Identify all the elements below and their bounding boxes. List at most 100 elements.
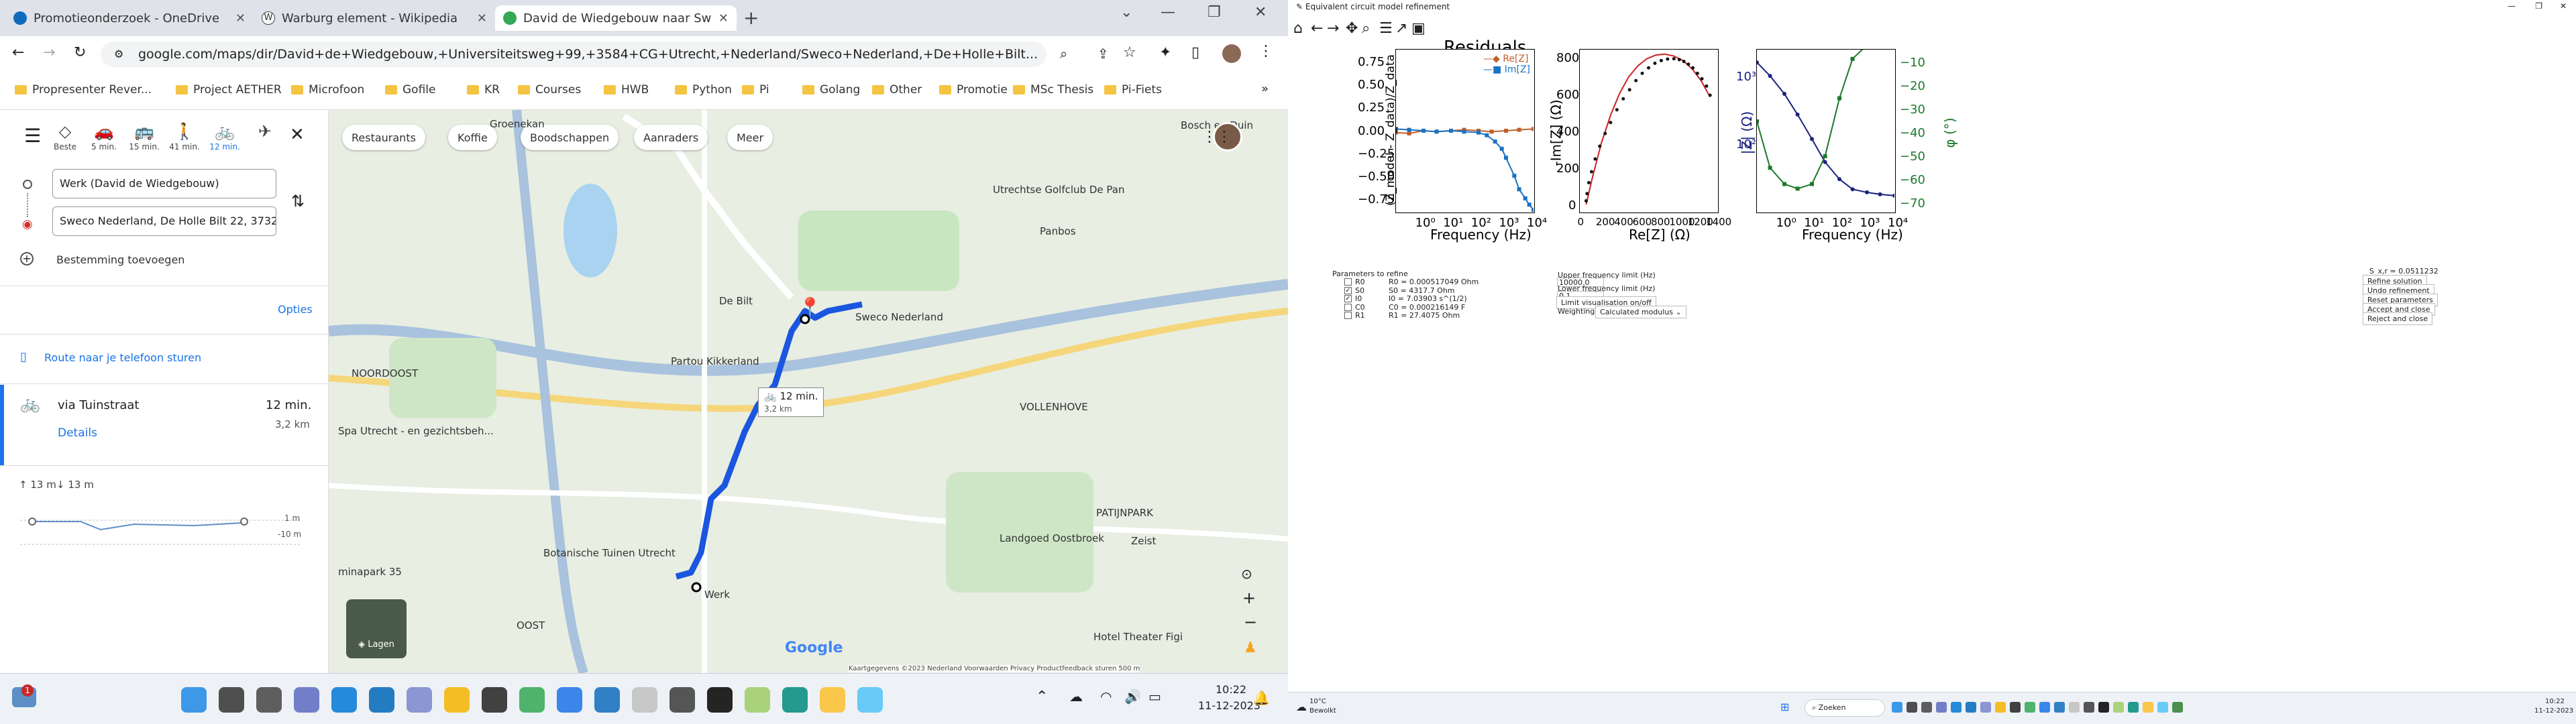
taskbar-app-icon[interactable] (632, 687, 657, 713)
taskbar-app-icon[interactable] (482, 687, 507, 713)
taskbar-app-icon[interactable] (820, 687, 845, 713)
menu-kebab-icon[interactable]: ⋮ (1258, 43, 1273, 60)
bookmark-item[interactable]: Gofile (385, 83, 435, 97)
taskbar-app-icon[interactable] (519, 687, 545, 713)
taskbar-app-icon[interactable] (1966, 702, 1976, 713)
account-avatar[interactable] (1213, 122, 1242, 152)
bookmark-item[interactable]: Pi-Fiets (1104, 83, 1162, 97)
zoom-icon[interactable]: ⌕ (1362, 20, 1371, 37)
url-input[interactable]: ⚙ google.com/maps/dir/David+de+Wiedgebou… (101, 42, 1046, 67)
taskbar-app-icon[interactable] (2128, 702, 2139, 713)
taskbar-app-icon[interactable] (407, 687, 432, 713)
bookmark-item[interactable]: HWB (604, 83, 649, 97)
bookmark-item[interactable]: Promotie (939, 83, 1008, 97)
taskbar-app-icon[interactable] (857, 687, 883, 713)
taskbar-app-icon[interactable] (707, 687, 733, 713)
taskbar-app-icon[interactable] (1995, 702, 2006, 713)
taskbar-app-icon[interactable] (2010, 702, 2021, 713)
tab-google-maps[interactable]: David de Wiedgebouw naar Swe ✕ (495, 5, 737, 31)
taskbar-app-icon[interactable] (2054, 702, 2065, 713)
back-icon[interactable]: ← (12, 44, 25, 61)
forward-arrow-icon[interactable]: → (1327, 20, 1340, 37)
weighting-select[interactable]: Calculated modulus ⌄ (1595, 306, 1686, 318)
taskbar-app-icon[interactable] (444, 687, 470, 713)
transport-mode-0[interactable]: ◇ Beste (42, 122, 89, 152)
options-link[interactable]: Opties (278, 303, 313, 316)
bookmark-star-icon[interactable]: ☆ (1123, 44, 1136, 61)
close-button[interactable]: ✕ (2559, 1, 2567, 11)
route-option-card[interactable]: 🚲 via Tuinstraat 12 min. 3,2 km Details (0, 385, 329, 465)
battery-icon[interactable]: ▭ (1148, 688, 1161, 705)
minimize-button[interactable]: — (2508, 1, 2516, 11)
back-arrow-icon[interactable]: ← (1311, 20, 1324, 37)
site-info-icon[interactable]: ⚙ (114, 48, 124, 60)
bookmark-item[interactable]: Project AETHER (176, 83, 282, 97)
hamburger-menu-icon[interactable]: ☰ (24, 125, 42, 147)
taskbar-app-icon[interactable] (2157, 702, 2168, 713)
maximize-button[interactable]: ❐ (2535, 1, 2542, 11)
transport-mode-5[interactable]: ✈ (241, 122, 288, 142)
route-time-badge[interactable]: 🚲 12 min. 3,2 km (758, 387, 824, 417)
bookmark-item[interactable]: Pi (742, 83, 769, 97)
map-filter-chip[interactable]: Koffie (448, 125, 497, 150)
taskbar-app-icon[interactable] (2084, 702, 2094, 713)
taskbar-app-icon[interactable] (331, 687, 357, 713)
apps-grid-icon[interactable]: ⋮⋮ (1202, 129, 1232, 145)
taskbar-app-icon[interactable] (2069, 702, 2080, 713)
notification-bell-icon[interactable]: 🔔 (1253, 690, 1270, 706)
taskbar-app-icon[interactable] (2143, 702, 2153, 713)
residuals-axes[interactable]: —◆ Re[Z] —■ Im[Z] (1394, 49, 1536, 213)
transport-mode-3[interactable]: 🚶 41 min. (161, 122, 208, 152)
close-icon[interactable]: ✕ (718, 11, 729, 25)
action-button-4[interactable]: Reject and close (2363, 312, 2433, 325)
taskbar-app-icon[interactable] (1936, 702, 1947, 713)
nyquist-axes[interactable] (1579, 49, 1719, 213)
bookmark-item[interactable]: Python (675, 83, 732, 97)
pegman-icon[interactable]: ♟ (1244, 640, 1257, 656)
search-icon[interactable]: ⌕ (1060, 46, 1068, 62)
tab-onedrive[interactable]: Promotieonderzoek - OneDrive ✕ (5, 5, 254, 31)
minimize-button[interactable]: — (1161, 4, 1175, 21)
send-to-phone-link[interactable]: Route naar je telefoon sturen (44, 351, 202, 364)
add-destination-link[interactable]: Bestemming toevoegen (56, 253, 185, 266)
taskbar-app-icon[interactable] (1907, 702, 1917, 713)
taskbar-app-icon[interactable] (369, 687, 394, 713)
forward-icon[interactable]: → (43, 44, 56, 61)
taskbar-app-icon[interactable] (1951, 702, 1962, 713)
add-icon[interactable]: + (20, 252, 34, 265)
tab-wikipedia[interactable]: W Warburg element - Wikipedia ✕ (254, 5, 495, 31)
bookmark-item[interactable]: Courses (518, 83, 581, 97)
clock-time[interactable]: 10:22 (1216, 683, 1247, 696)
bookmark-item[interactable]: MSc Thesis (1013, 83, 1093, 97)
param-checkbox-C0[interactable] (1344, 303, 1352, 311)
new-tab-button[interactable]: + (743, 7, 759, 29)
window-close-button[interactable]: ✕ (1254, 4, 1267, 21)
taskbar-app-icon[interactable] (1892, 702, 1902, 713)
profile-avatar[interactable] (1222, 44, 1241, 63)
map-filter-chip[interactable]: Restaurants (342, 125, 425, 150)
bode-axes[interactable] (1755, 40, 1896, 213)
volume-icon[interactable]: 🔊 (1124, 688, 1141, 705)
param-checkbox-S0[interactable]: ✓ (1344, 286, 1352, 294)
home-icon[interactable]: ⌂ (1293, 20, 1303, 37)
map-filter-chip[interactable]: Boodschappen (521, 125, 619, 150)
origin-input[interactable]: Werk (David de Wiedgebouw) (52, 169, 276, 198)
taskbar-app-icon[interactable] (294, 687, 319, 713)
chevron-down-icon[interactable]: ⌄ (1120, 4, 1133, 21)
swap-icon[interactable]: ⇅ (291, 192, 305, 210)
param-checkbox-I0[interactable]: ✓ (1344, 295, 1352, 302)
destination-marker-icon[interactable]: 📍 (798, 296, 822, 318)
zoom-in-button[interactable]: + (1242, 589, 1256, 607)
taskbar-app-icon[interactable] (2025, 702, 2035, 713)
cloud-icon[interactable]: ☁ (1069, 688, 1083, 705)
weather-temp[interactable]: 10°C (1309, 698, 1326, 705)
taskbar-app-icon[interactable] (1921, 702, 1932, 713)
taskbar-app-icon[interactable] (1980, 702, 1991, 713)
clock-time[interactable]: 10:22 (2545, 698, 2565, 705)
transport-mode-1[interactable]: 🚗 5 min. (80, 122, 127, 152)
more-bookmarks-icon[interactable]: » (1261, 82, 1269, 96)
bookmark-item[interactable]: Golang (802, 83, 860, 97)
transport-mode-4[interactable]: 🚲 12 min. (201, 122, 248, 152)
bookmark-item[interactable]: KR (467, 83, 500, 97)
sidepanel-icon[interactable]: ▯ (1191, 44, 1200, 61)
